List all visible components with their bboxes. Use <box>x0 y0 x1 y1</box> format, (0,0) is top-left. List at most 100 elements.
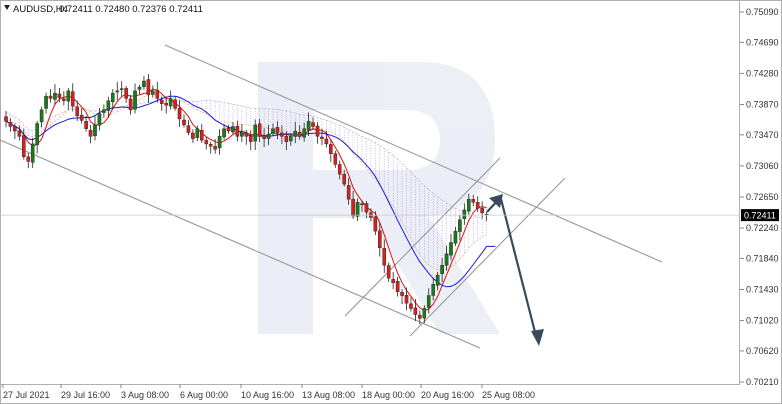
y-tick-label: 0.72650 <box>746 192 779 202</box>
candle-bull <box>195 125 200 142</box>
x-tick-label: 13 Aug 08:00 <box>302 390 355 400</box>
candle-bear <box>75 100 79 121</box>
candle-bear <box>471 194 476 207</box>
channel-lines <box>0 44 663 349</box>
y-tick-label: 0.74280 <box>746 68 779 78</box>
candle-bear <box>337 160 342 180</box>
candle-bear <box>378 222 382 257</box>
x-tick-label: 29 Jul 16:00 <box>61 390 110 400</box>
candle-bull <box>426 288 431 314</box>
candle-bear <box>346 178 351 205</box>
candle-bull <box>30 137 35 169</box>
cloud-span-a <box>5 94 487 271</box>
candle-bull <box>431 277 436 301</box>
candle-bear <box>84 115 88 132</box>
candle-bear <box>199 123 204 143</box>
forecast-arrow-down <box>499 198 538 337</box>
candle-bull <box>440 257 444 283</box>
candle-bull <box>240 124 244 143</box>
candle-bull <box>110 89 115 110</box>
candle-bull <box>266 125 271 146</box>
candle-bear <box>186 120 191 136</box>
candle-bull <box>458 215 462 241</box>
x-tick-label: 27 Jul 2021 <box>3 390 50 400</box>
candle-bull <box>168 90 173 110</box>
candle-bull <box>302 122 306 142</box>
candle-bear <box>173 97 177 111</box>
candle-bull <box>306 112 311 136</box>
candle-bear <box>418 310 422 325</box>
candle-bear <box>395 277 400 297</box>
y-tick-label: 0.73470 <box>746 130 779 140</box>
candle-bear <box>386 262 391 282</box>
candle-bull <box>253 119 258 150</box>
candle-bear <box>413 298 418 321</box>
candle-bear <box>475 196 480 213</box>
candle-bear <box>204 137 209 150</box>
candle-bear <box>128 95 133 115</box>
candle-bear <box>235 120 240 142</box>
candle-bear <box>146 74 151 103</box>
candle-bull <box>222 124 226 140</box>
candle-bear <box>284 131 289 150</box>
candle-bear <box>13 123 17 140</box>
y-tick-label: 0.70620 <box>746 346 779 356</box>
candle-bull <box>231 122 235 135</box>
candle-bear <box>275 121 280 140</box>
candle-bull <box>293 122 298 144</box>
channel-line <box>164 44 663 263</box>
candle-bull <box>119 81 124 97</box>
candle-bear <box>70 83 75 112</box>
candle-bear <box>280 125 284 144</box>
candle-bear <box>409 297 413 312</box>
candle-bear <box>351 190 355 219</box>
candle-bull <box>453 227 458 246</box>
y-tick-label: 0.73870 <box>746 100 779 110</box>
candle-bull <box>462 203 467 225</box>
candle-bear <box>208 141 213 154</box>
x-tick-label: 6 Aug 00:00 <box>180 390 228 400</box>
candle-bull <box>449 234 453 260</box>
candle-bull <box>106 96 111 118</box>
candle-bear <box>213 139 217 154</box>
candle-bear <box>155 81 160 103</box>
candle-bear <box>333 150 338 168</box>
channel-line <box>0 139 481 349</box>
candle-bear <box>88 125 93 144</box>
candle-bull <box>217 129 222 155</box>
candle-bear <box>297 125 302 140</box>
arrow-head-up <box>489 194 503 208</box>
forecast-arrows <box>486 194 544 346</box>
candle-bear <box>62 91 66 106</box>
candle-bull <box>289 133 293 146</box>
candle-bear <box>360 200 364 212</box>
candle-bull <box>93 116 97 141</box>
candle-bear <box>484 211 489 221</box>
candle-bear <box>124 85 128 103</box>
candle-bear <box>382 239 387 273</box>
current-price-label: 0.72411 <box>744 211 776 221</box>
watermark-logo <box>258 62 500 334</box>
x-tick-label: 18 Aug 00:00 <box>362 390 415 400</box>
candle-bear <box>311 117 315 131</box>
x-tick-label: 25 Aug 08:00 <box>482 390 535 400</box>
candles <box>4 74 489 325</box>
candle-bear <box>324 130 329 148</box>
candle-bear <box>8 118 13 132</box>
candle-bull <box>137 84 142 95</box>
candle-bull <box>102 104 106 118</box>
y-tick-label: 0.74690 <box>746 37 779 47</box>
candle-bear <box>4 111 8 128</box>
triangle-down-icon[interactable] <box>4 5 10 10</box>
candle-bear <box>79 108 84 124</box>
candle-bear <box>57 87 62 103</box>
channel-line <box>344 157 501 317</box>
candle-bull <box>422 305 427 324</box>
candle-bear <box>26 152 31 169</box>
candle-bear <box>159 96 164 111</box>
candle-bull <box>35 120 39 154</box>
x-tick-label: 20 Aug 16:00 <box>421 390 474 400</box>
x-tick-label: 3 Aug 08:00 <box>121 390 169 400</box>
